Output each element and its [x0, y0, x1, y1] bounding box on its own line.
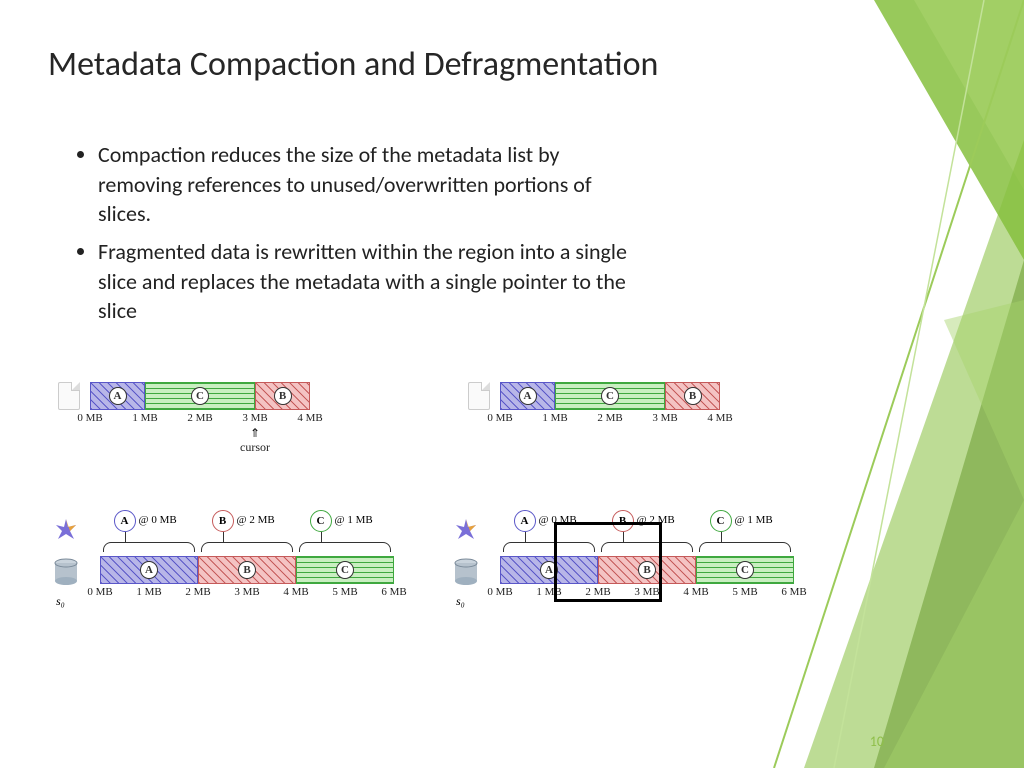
- server-icon: [453, 558, 479, 588]
- axis-tick: 2 MB: [597, 412, 622, 424]
- axis-tick: 3 MB: [234, 586, 259, 598]
- axis-tick: 1 MB: [542, 412, 567, 424]
- axis-tick: 0 MB: [87, 586, 112, 598]
- pointer-A: A: [514, 510, 536, 532]
- pointer-label: @ 0 MB: [139, 514, 177, 526]
- axis-tick: 4 MB: [707, 412, 732, 424]
- s0-label: s₀: [56, 594, 65, 609]
- star-icon: [54, 518, 78, 542]
- axis-tick: 2 MB: [185, 586, 210, 598]
- segment-A: A: [100, 556, 198, 584]
- axis-tick: 5 MB: [332, 586, 357, 598]
- axis-tick: 0 MB: [487, 412, 512, 424]
- segment-A: A: [500, 382, 555, 410]
- axis-tick: 2 MB: [187, 412, 212, 424]
- pointer-B: B: [212, 510, 234, 532]
- axis-tick: 1 MB: [132, 412, 157, 424]
- s0-label: s₀: [456, 594, 465, 609]
- pointer-label: @ 1 MB: [735, 514, 773, 526]
- star-icon: [454, 518, 478, 542]
- axis-tick: 3 MB: [242, 412, 267, 424]
- segment-C: C: [696, 556, 794, 584]
- segment-B: B: [255, 382, 310, 410]
- segment-B: B: [198, 556, 296, 584]
- bullet-item: Fragmented data is rewritten within the …: [98, 237, 640, 326]
- highlight-box: [554, 522, 662, 602]
- cursor-label: cursor: [240, 440, 270, 455]
- axis-tick: 6 MB: [781, 586, 806, 598]
- segment-C: C: [555, 382, 665, 410]
- axis-tick: 4 MB: [297, 412, 322, 424]
- axis-tick: 6 MB: [381, 586, 406, 598]
- axis-tick: 1 MB: [136, 586, 161, 598]
- pointer-label: @ 1 MB: [335, 514, 373, 526]
- file-icon: [58, 382, 80, 410]
- axis-tick: 0 MB: [77, 412, 102, 424]
- file-icon: [468, 382, 490, 410]
- diagram-bottom-right: s₀ A@ 0 MBB@ 2 MBC@ 1 MB ABC0 MB1 MB2 MB…: [500, 510, 830, 670]
- axis-tick: 0 MB: [487, 586, 512, 598]
- pointer-C: C: [310, 510, 332, 532]
- axis-tick: 4 MB: [683, 586, 708, 598]
- diagram-top-right: ACB0 MB1 MB2 MB3 MB4 MB: [500, 382, 760, 452]
- slide-title: Metadata Compaction and Defragmentation: [48, 44, 658, 85]
- pointer-A: A: [114, 510, 136, 532]
- bullet-list: Compaction reduces the size of the metad…: [80, 140, 640, 334]
- axis-tick: 5 MB: [732, 586, 757, 598]
- pointer-C: C: [710, 510, 732, 532]
- segment-C: C: [296, 556, 394, 584]
- slide: Metadata Compaction and Defragmentation …: [0, 0, 1024, 768]
- page-number: 10: [870, 733, 884, 750]
- pointer-label: @ 2 MB: [237, 514, 275, 526]
- axis-tick: 3 MB: [652, 412, 677, 424]
- server-icon: [53, 558, 79, 588]
- segment-C: C: [145, 382, 255, 410]
- segment-A: A: [90, 382, 145, 410]
- diagram-top-left: ACB0 MB1 MB2 MB3 MB4 MB⇑cursor: [90, 382, 350, 472]
- axis-tick: 4 MB: [283, 586, 308, 598]
- diagram-bottom-left: s₀ A@ 0 MBB@ 2 MBC@ 1 MB ABC0 MB1 MB2 MB…: [100, 510, 430, 670]
- bullet-item: Compaction reduces the size of the metad…: [98, 140, 640, 229]
- segment-B: B: [665, 382, 720, 410]
